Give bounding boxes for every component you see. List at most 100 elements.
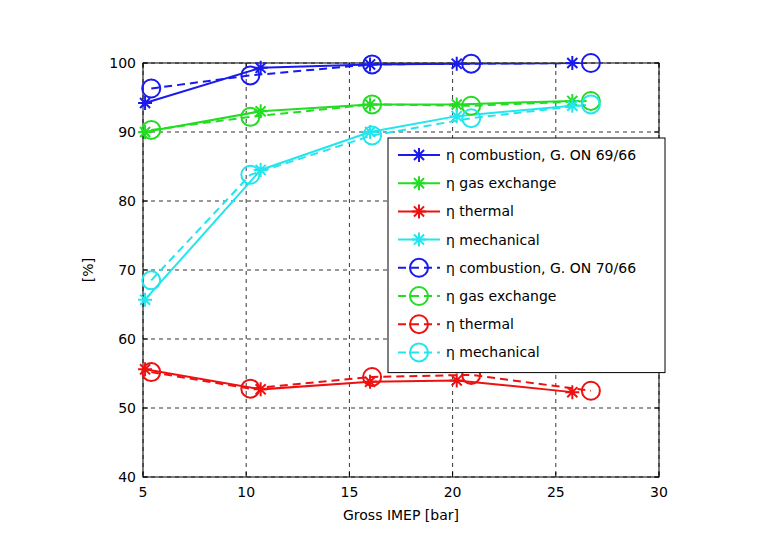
marker-shape (363, 55, 381, 73)
point (565, 385, 579, 399)
point (363, 55, 381, 73)
point (363, 368, 381, 386)
y-tick-label: 70 (118, 262, 136, 278)
tick (143, 270, 148, 271)
point (363, 95, 381, 113)
marker-shape (241, 66, 259, 84)
legend: η combustion, G. ON 69/66 η gas exchange η… (388, 138, 665, 373)
marker-shape (363, 95, 381, 113)
marker-shape (138, 293, 152, 307)
point (254, 104, 268, 118)
tick (654, 408, 659, 409)
tick (143, 201, 148, 202)
x-axis-label: Gross IMEP [bar] (343, 507, 459, 523)
grid-line (143, 408, 659, 409)
point (142, 80, 160, 98)
legend-line (398, 295, 440, 297)
point (138, 293, 152, 307)
point (241, 380, 259, 398)
legend-label: η mechanical (446, 344, 540, 360)
legend-box (388, 138, 665, 373)
marker-shape (410, 343, 428, 361)
marker-shape (582, 382, 600, 400)
legend-label: η mechanical (446, 232, 540, 248)
y-tick-label: 90 (118, 124, 136, 140)
marker-shape (412, 233, 426, 247)
point (582, 54, 600, 72)
x-tick-label: 5 (139, 484, 148, 500)
background (0, 0, 771, 543)
legend-line (398, 351, 440, 353)
grid-line (143, 132, 659, 133)
point (254, 382, 268, 396)
point (462, 55, 480, 73)
legend-label: η thermal (446, 203, 514, 219)
legend-marker (412, 148, 426, 162)
marker-shape (412, 204, 426, 218)
tick (143, 408, 148, 409)
marker-shape (410, 287, 428, 305)
y-tick-label: 50 (118, 400, 136, 416)
point (565, 56, 579, 70)
legend-marker (410, 315, 428, 333)
grid-line (349, 63, 350, 477)
point (142, 363, 160, 381)
point (241, 108, 259, 126)
marker-shape (363, 368, 381, 386)
legend-marker (412, 176, 426, 190)
point (582, 382, 600, 400)
marker-shape (254, 163, 268, 177)
point (582, 95, 600, 113)
marker-shape (241, 166, 259, 184)
legend-label: η gas exchange (446, 288, 556, 304)
marker-shape (142, 271, 160, 289)
marker-shape (363, 126, 381, 144)
marker-shape (582, 95, 600, 113)
point (363, 126, 381, 144)
legend-marker (410, 287, 428, 305)
marker-shape (412, 148, 426, 162)
tick (555, 472, 556, 477)
legend-label: η combustion, G. ON 69/66 (446, 147, 636, 163)
series-line (151, 63, 591, 89)
marker-shape (410, 259, 428, 277)
marker-shape (565, 99, 579, 113)
marker-shape (142, 80, 160, 98)
marker-shape (241, 108, 259, 126)
marker-shape (412, 176, 426, 190)
tick (246, 472, 247, 477)
x-tick-label: 15 (340, 484, 358, 500)
marker-shape (565, 385, 579, 399)
point (565, 99, 579, 113)
legend-line (398, 323, 440, 325)
legend-marker (410, 259, 428, 277)
marker-shape (565, 56, 579, 70)
y-tick-label: 100 (109, 55, 136, 71)
marker-shape (254, 382, 268, 396)
point (254, 163, 268, 177)
x-tick-label: 10 (237, 484, 255, 500)
marker-shape (142, 121, 160, 139)
chart: 51015202530405060708090100Gross IMEP [ba… (0, 0, 771, 543)
y-tick-label: 80 (118, 193, 136, 209)
point (142, 121, 160, 139)
tick (452, 472, 453, 477)
y-tick-label: 60 (118, 331, 136, 347)
marker-shape (142, 363, 160, 381)
legend-label: η thermal (446, 316, 514, 332)
tick (654, 132, 659, 133)
tick (349, 472, 350, 477)
series-line (145, 63, 572, 103)
point (241, 166, 259, 184)
legend-label: η combustion, G. ON 70/66 (446, 260, 636, 276)
marker-shape (410, 315, 428, 333)
tick (143, 339, 148, 340)
x-tick-label: 20 (444, 484, 462, 500)
marker-shape (462, 109, 480, 127)
series-line (151, 372, 591, 391)
y-tick-label: 40 (118, 469, 136, 485)
legend-line (398, 267, 440, 269)
marker-shape (241, 380, 259, 398)
x-tick-label: 25 (547, 484, 565, 500)
point (142, 271, 160, 289)
